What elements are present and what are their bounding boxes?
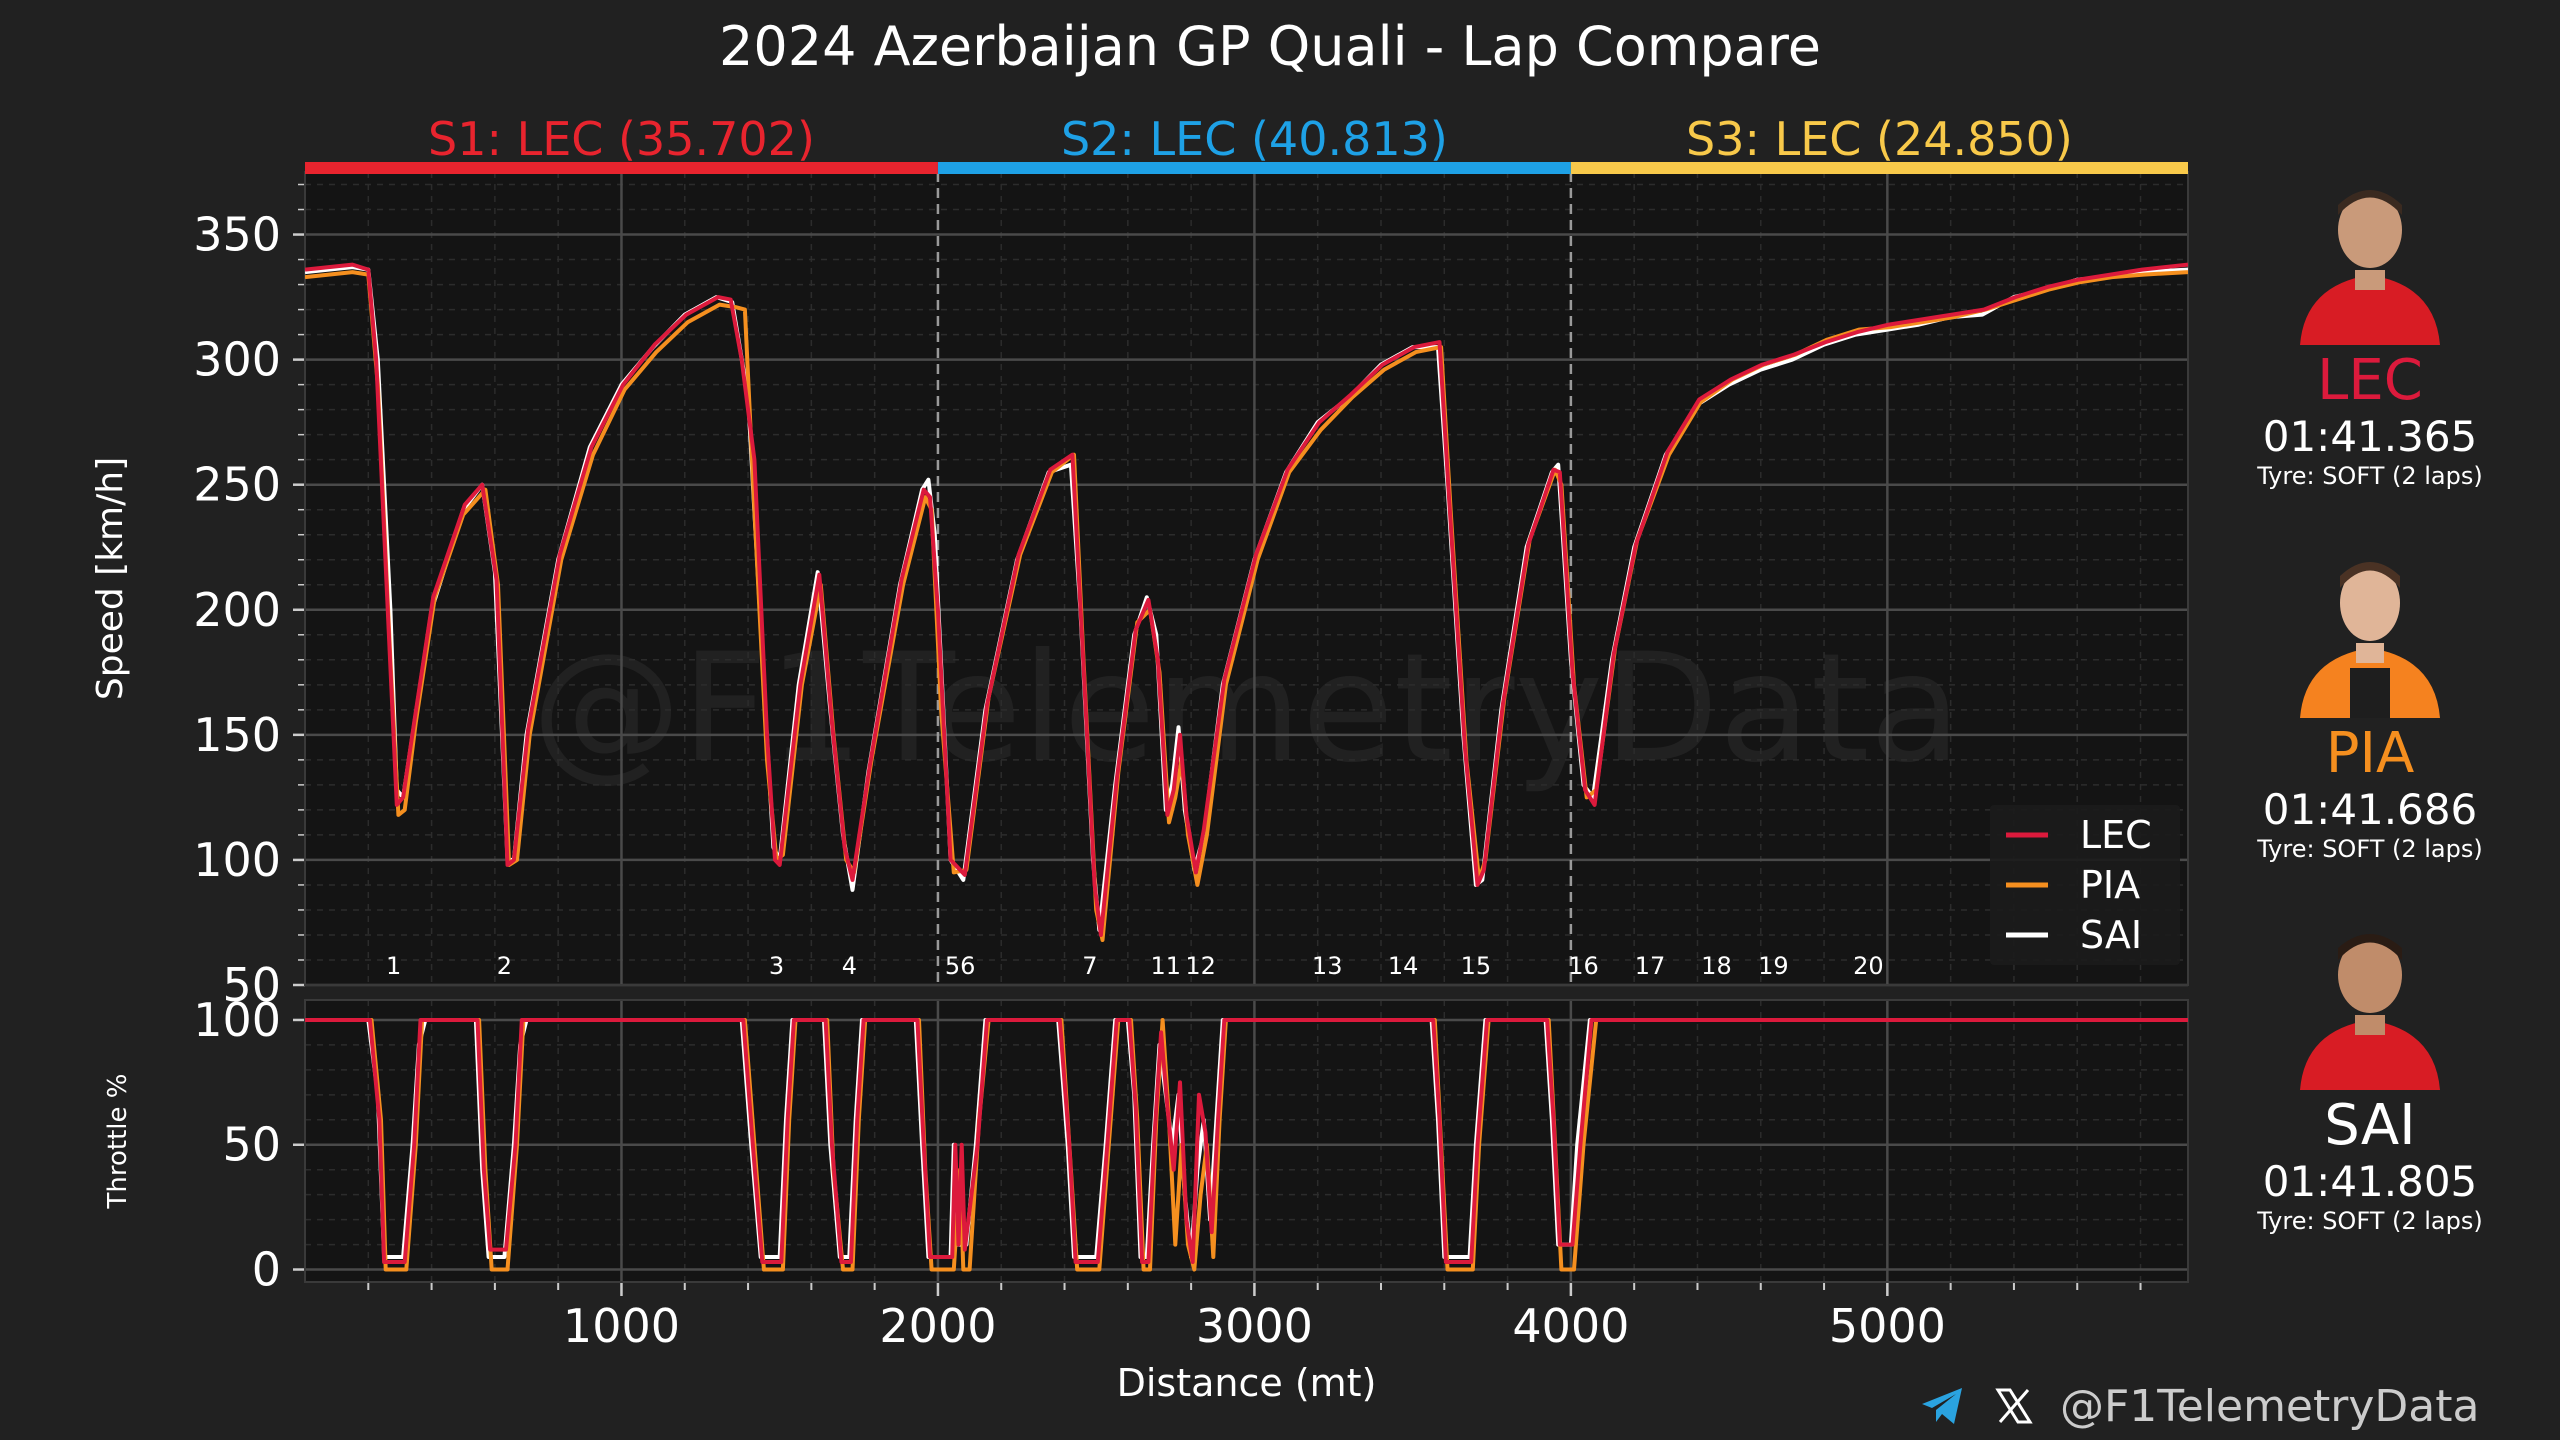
speed-y-tick-label: 150 (193, 708, 281, 762)
throttle-panel-frame (304, 999, 2189, 1283)
throttle-y-tick-label: 100 (193, 993, 281, 1047)
watermark-text: @F1TelemetryData (532, 622, 1962, 796)
driver-code-pia: PIA (2325, 721, 2415, 786)
x-tick-label: 5000 (1829, 1299, 1946, 1353)
driver-code-sai: SAI (2324, 1093, 2416, 1158)
speed-y-tick-label: 50 (222, 958, 281, 1012)
corner-label: 16 (1568, 952, 1599, 980)
x-tick-label: 4000 (1512, 1299, 1629, 1353)
sector-label-2: S2: LEC (40.813) (1061, 112, 1448, 166)
throttle-y-tick-label: 0 (252, 1243, 281, 1297)
speed-y-tick-label: 300 (193, 333, 281, 387)
throttle-plot-area (305, 1000, 2188, 1282)
chart-title: 2024 Azerbaijan GP Quali - Lap Compare (719, 15, 1821, 78)
driver-tyre-sai: Tyre: SOFT (2 laps) (2257, 1207, 2483, 1235)
corner-label: 56 (945, 952, 976, 980)
driver-laptime-sai: 01:41.805 (2262, 1157, 2478, 1206)
footer-social: @F1TelemetryData (1920, 1378, 2479, 1432)
sector-label-3: S3: LEC (24.850) (1686, 112, 2073, 166)
speed-y-tick-label: 250 (193, 458, 281, 512)
x-icon (1995, 1388, 2033, 1424)
driver-laptime-lec: 01:41.365 (2262, 412, 2478, 461)
corner-label: 3 (769, 952, 784, 980)
driver-laptime-pia: 01:41.686 (2262, 785, 2478, 834)
driver-card-pia: PIA 01:41.686 Tyre: SOFT (2 laps) (2220, 548, 2520, 864)
driver-tyre-pia: Tyre: SOFT (2 laps) (2257, 835, 2483, 863)
speed-line-lec (305, 262, 2188, 937)
x-tick-label: 3000 (1196, 1299, 1313, 1353)
speed-plot-area (305, 172, 2188, 985)
driver-code-lec: LEC (2317, 348, 2423, 413)
sector-bar-1 (305, 162, 938, 174)
corner-label: 7 (1082, 952, 1097, 980)
corner-label: 15 (1461, 952, 1492, 980)
corner-label: 12 (1185, 952, 1216, 980)
legend-label-sai: SAI (2080, 913, 2142, 957)
x-axis-label: Distance (mt) (1117, 1361, 1377, 1405)
corner-label: 13 (1312, 952, 1343, 980)
x-tick-label: 2000 (879, 1299, 996, 1353)
driver-card-lec: LEC 01:41.365 Tyre: SOFT (2 laps) (2220, 175, 2520, 491)
driver-avatar-lec (2290, 175, 2450, 345)
sector-bar-3 (1570, 162, 2188, 174)
corner-label: 19 (1758, 952, 1789, 980)
footer-handle: @F1TelemetryData (2060, 1380, 2480, 1432)
legend-box (1990, 805, 2180, 965)
corner-label: 2 (497, 952, 512, 980)
driver-avatar-sai (2290, 920, 2450, 1090)
throttle-line-lec (305, 1018, 2188, 1264)
corner-label: 17 (1635, 952, 1666, 980)
speed-y-tick-label: 200 (193, 583, 281, 637)
corner-label: 4 (842, 952, 857, 980)
telegram-icon (1922, 1388, 1962, 1424)
sector-bar-2 (937, 162, 1571, 174)
driver-avatar-pia (2290, 548, 2450, 718)
driver-card-sai: SAI 01:41.805 Tyre: SOFT (2 laps) (2220, 920, 2520, 1236)
legend-label-pia: PIA (2080, 863, 2140, 907)
sector-label-1: S1: LEC (35.702) (428, 112, 815, 166)
corner-label: 20 (1853, 952, 1884, 980)
driver-tyre-lec: Tyre: SOFT (2 laps) (2257, 462, 2483, 490)
corner-label: 18 (1701, 952, 1732, 980)
x-tick-label: 1000 (563, 1299, 680, 1353)
throttle-y-tick-label: 50 (222, 1118, 281, 1172)
speed-axis-label: Speed [km/h] (90, 457, 131, 700)
speed-y-tick-label: 350 (193, 208, 281, 262)
throttle-axis-label: Throttle % (103, 1074, 133, 1210)
speed-y-tick-label: 100 (193, 833, 281, 887)
corner-label: 14 (1388, 952, 1419, 980)
legend-label-lec: LEC (2080, 813, 2152, 857)
corner-label: 11 (1151, 952, 1182, 980)
corner-label: 1 (386, 952, 401, 980)
